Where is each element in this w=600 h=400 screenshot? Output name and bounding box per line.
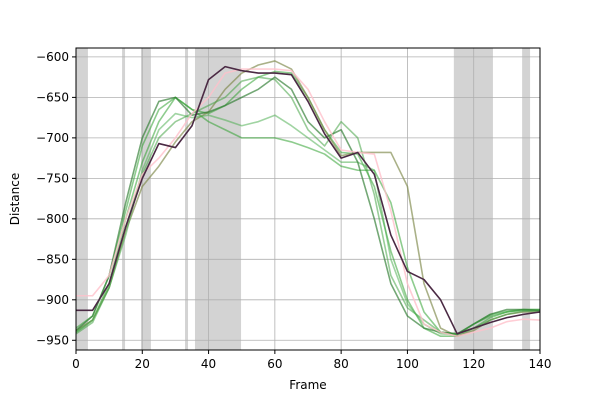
x-tick-label: 80 [334, 357, 349, 371]
y-tick-label: −650 [36, 90, 69, 104]
shaded-span [522, 48, 531, 350]
x-tick-label: 120 [462, 357, 485, 371]
plot-frame [75, 47, 541, 351]
x-tick-label: 0 [72, 357, 80, 371]
x-tick-label: 60 [267, 357, 282, 371]
shaded-span [140, 48, 151, 350]
x-tick-label: 100 [396, 357, 419, 371]
x-tick-label: 20 [135, 357, 150, 371]
y-tick-label: −600 [36, 50, 69, 64]
x-tick-label: 140 [529, 357, 552, 371]
y-tick-label: −950 [36, 333, 69, 347]
y-tick-label: −700 [36, 131, 69, 145]
shaded-span [76, 48, 88, 350]
y-tick-label: −850 [36, 252, 69, 266]
y-tick-label: −800 [36, 212, 69, 226]
y-tick-label: −900 [36, 293, 69, 307]
series-line [76, 65, 541, 335]
shaded-span [185, 48, 189, 350]
shaded-span [122, 48, 126, 350]
x-tick-label: 40 [201, 357, 216, 371]
series-line [75, 76, 541, 335]
x-axis-label: Frame [289, 378, 326, 392]
y-tick-label: −750 [36, 171, 69, 185]
shaded-span [194, 48, 242, 350]
y-axis-label: Distance [8, 173, 22, 225]
series-line [76, 68, 541, 338]
